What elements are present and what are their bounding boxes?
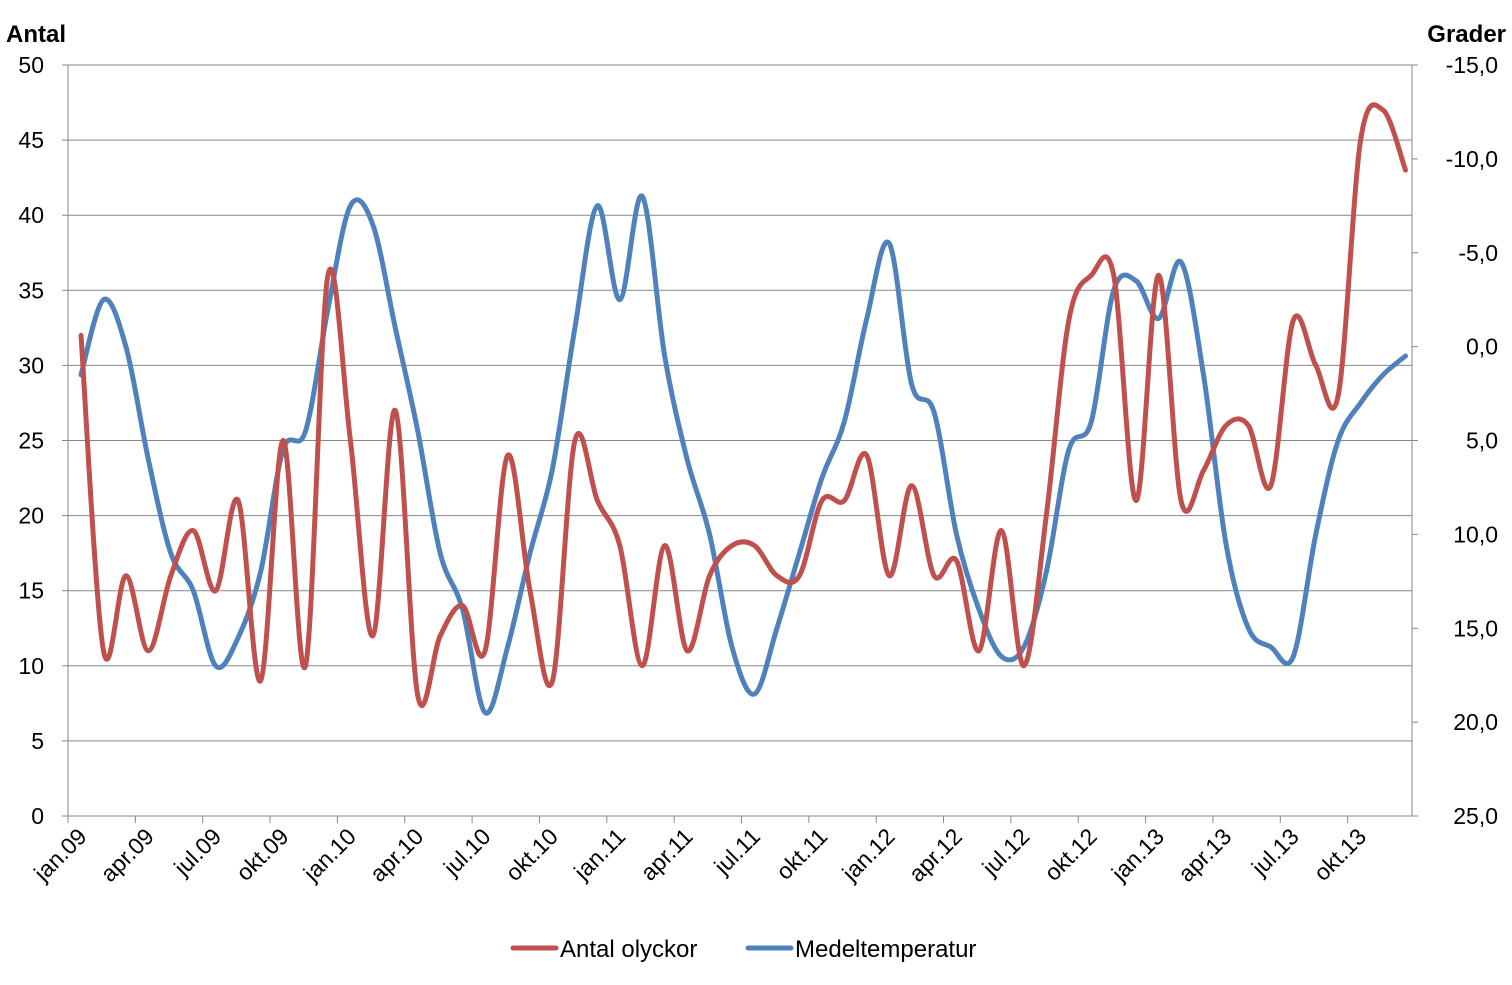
x-tick-label: apr.12 — [903, 823, 967, 887]
x-tick-label: apr.11 — [635, 823, 697, 885]
x-tick-label: apr.13 — [1173, 823, 1237, 887]
x-axis-ticks: jan.09 apr.09 jul.09 okt.09 jan.10 apr.10 jul.… — [28, 816, 1371, 887]
x-tick-label: jul.12 — [976, 823, 1034, 881]
left-axis-title: Antal — [6, 21, 66, 48]
x-tick-label: jul.11 — [708, 823, 765, 880]
x-tick-label: apr.10 — [365, 823, 429, 887]
right-tick-label: 0,0 — [1466, 334, 1498, 360]
left-tick-label: 20 — [18, 503, 44, 529]
right-tick-label: 5,0 — [1466, 428, 1498, 454]
legend: Antal olyckor Medeltemperatur — [510, 936, 976, 963]
x-tick-label: jul.10 — [438, 823, 496, 881]
legend-label: Antal olyckor — [560, 936, 697, 963]
legend-label: Medeltemperatur — [795, 936, 976, 963]
x-tick-label: jan.13 — [1106, 823, 1169, 886]
left-tick-label: 45 — [18, 127, 44, 153]
right-axis-title: Grader — [1427, 21, 1506, 48]
right-tick-label: 10,0 — [1453, 521, 1498, 547]
x-tick-label: okt.13 — [1308, 823, 1371, 886]
left-tick-label: 0 — [31, 803, 44, 829]
left-tick-label: 50 — [18, 52, 44, 78]
right-tick-label: 25,0 — [1453, 803, 1498, 829]
x-tick-label: jan.12 — [836, 823, 899, 886]
x-tick-label: apr.09 — [95, 823, 159, 887]
x-tick-label: jan.09 — [28, 823, 91, 886]
left-tick-label: 10 — [18, 653, 44, 679]
right-tick-label: -10,0 — [1446, 146, 1498, 172]
series-lines — [78, 102, 1408, 716]
series-line-medeltemperatur — [78, 193, 1408, 716]
x-tick-label: jul.09 — [168, 823, 226, 881]
left-tick-label: 40 — [18, 202, 44, 228]
left-tick-label: 25 — [18, 428, 44, 454]
left-tick-label: 30 — [18, 352, 44, 378]
left-y-axis-ticks: 0 5 10 15 20 25 30 35 40 45 50 — [18, 52, 68, 829]
right-y-axis-ticks: 25,0 20,0 15,0 10,0 5,0 0,0 -5,0 -10,0 -15,0 — [1412, 52, 1498, 829]
right-tick-label: -5,0 — [1458, 240, 1498, 266]
x-tick-label: okt.10 — [500, 823, 563, 886]
right-tick-label: 15,0 — [1453, 615, 1498, 641]
left-tick-label: 15 — [18, 578, 44, 604]
x-tick-label: jul.13 — [1246, 823, 1304, 881]
left-tick-label: 35 — [18, 277, 44, 303]
x-tick-label: okt.11 — [771, 823, 832, 884]
x-tick-label: okt.09 — [231, 823, 294, 886]
right-tick-label: -15,0 — [1446, 52, 1498, 78]
x-tick-label: okt.12 — [1039, 823, 1102, 886]
right-tick-label: 20,0 — [1453, 709, 1498, 735]
x-tick-label: jan.11 — [568, 823, 630, 885]
left-tick-label: 5 — [31, 728, 44, 754]
x-tick-label: jan.10 — [298, 823, 361, 886]
series-line-antal-olyckor — [78, 102, 1408, 708]
gridlines — [68, 64, 1412, 742]
